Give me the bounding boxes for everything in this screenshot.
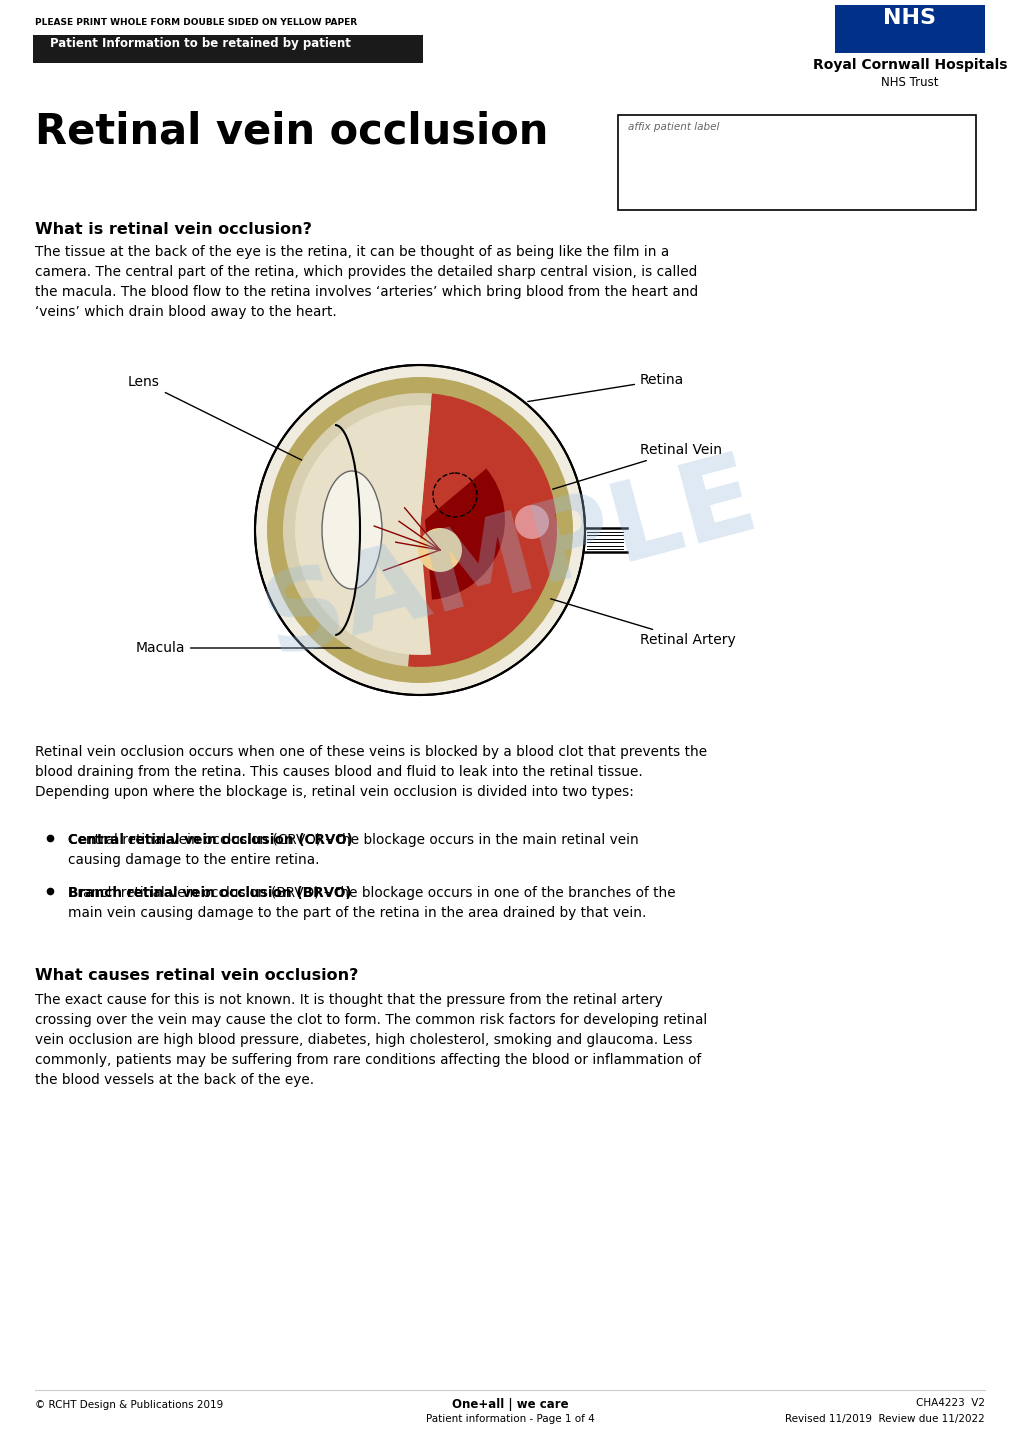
Text: Royal Cornwall Hospitals: Royal Cornwall Hospitals [812, 58, 1007, 72]
Text: Branch retinal vein occlusion (BRVO) – the blockage occurs in one of the branche: Branch retinal vein occlusion (BRVO) – t… [68, 885, 675, 920]
Text: Central retinal vein occlusion (CRVO) – the blockage occurs in the main retinal : Central retinal vein occlusion (CRVO) – … [68, 833, 638, 867]
Wedge shape [425, 469, 504, 600]
Text: Branch retinal vein occlusion (BRVO): Branch retinal vein occlusion (BRVO) [68, 885, 352, 900]
Text: PLEASE PRINT WHOLE FORM DOUBLE SIDED ON YELLOW PAPER: PLEASE PRINT WHOLE FORM DOUBLE SIDED ON … [35, 17, 357, 27]
FancyBboxPatch shape [618, 115, 975, 211]
Ellipse shape [322, 472, 382, 588]
Text: The exact cause for this is not known. It is thought that the pressure from the : The exact cause for this is not known. I… [35, 994, 706, 1087]
Circle shape [418, 528, 462, 572]
Text: SAMPLE: SAMPLE [252, 443, 767, 676]
Text: Retina: Retina [527, 373, 684, 401]
Text: © RCHT Design & Publications 2019: © RCHT Design & Publications 2019 [35, 1400, 223, 1410]
Text: NHS: NHS [882, 9, 935, 27]
Text: NHS Trust: NHS Trust [880, 76, 937, 89]
Text: Central retinal vein occlusion (CRVO): Central retinal vein occlusion (CRVO) [68, 833, 353, 846]
Text: What causes retinal vein occlusion?: What causes retinal vein occlusion? [35, 968, 358, 983]
Text: Macula: Macula [136, 642, 432, 655]
Wedge shape [408, 394, 556, 668]
Circle shape [255, 365, 585, 695]
Text: Patient Information to be retained by patient: Patient Information to be retained by pa… [50, 37, 351, 50]
FancyBboxPatch shape [835, 4, 984, 53]
Text: The tissue at the back of the eye is the retina, it can be thought of as being l: The tissue at the back of the eye is the… [35, 245, 697, 319]
Text: Retinal vein occlusion: Retinal vein occlusion [35, 110, 548, 151]
Wedge shape [282, 394, 431, 668]
Circle shape [515, 505, 548, 539]
Text: CHA4223  V2: CHA4223 V2 [915, 1397, 984, 1407]
FancyBboxPatch shape [33, 35, 423, 63]
Text: Revised 11/2019  Review due 11/2022: Revised 11/2019 Review due 11/2022 [785, 1415, 984, 1425]
Text: affix patient label: affix patient label [628, 123, 718, 133]
Text: What is retinal vein occlusion?: What is retinal vein occlusion? [35, 222, 312, 236]
Wedge shape [294, 405, 430, 655]
Text: Retinal vein occlusion occurs when one of these veins is blocked by a blood clot: Retinal vein occlusion occurs when one o… [35, 746, 706, 799]
Circle shape [267, 376, 573, 684]
Text: Patient information - Page 1 of 4: Patient information - Page 1 of 4 [425, 1415, 594, 1425]
Text: Lens: Lens [128, 375, 350, 483]
Text: One+all | we care: One+all | we care [451, 1397, 568, 1412]
Text: Retinal Vein: Retinal Vein [552, 443, 721, 489]
Text: Retinal Artery: Retinal Artery [550, 598, 735, 647]
